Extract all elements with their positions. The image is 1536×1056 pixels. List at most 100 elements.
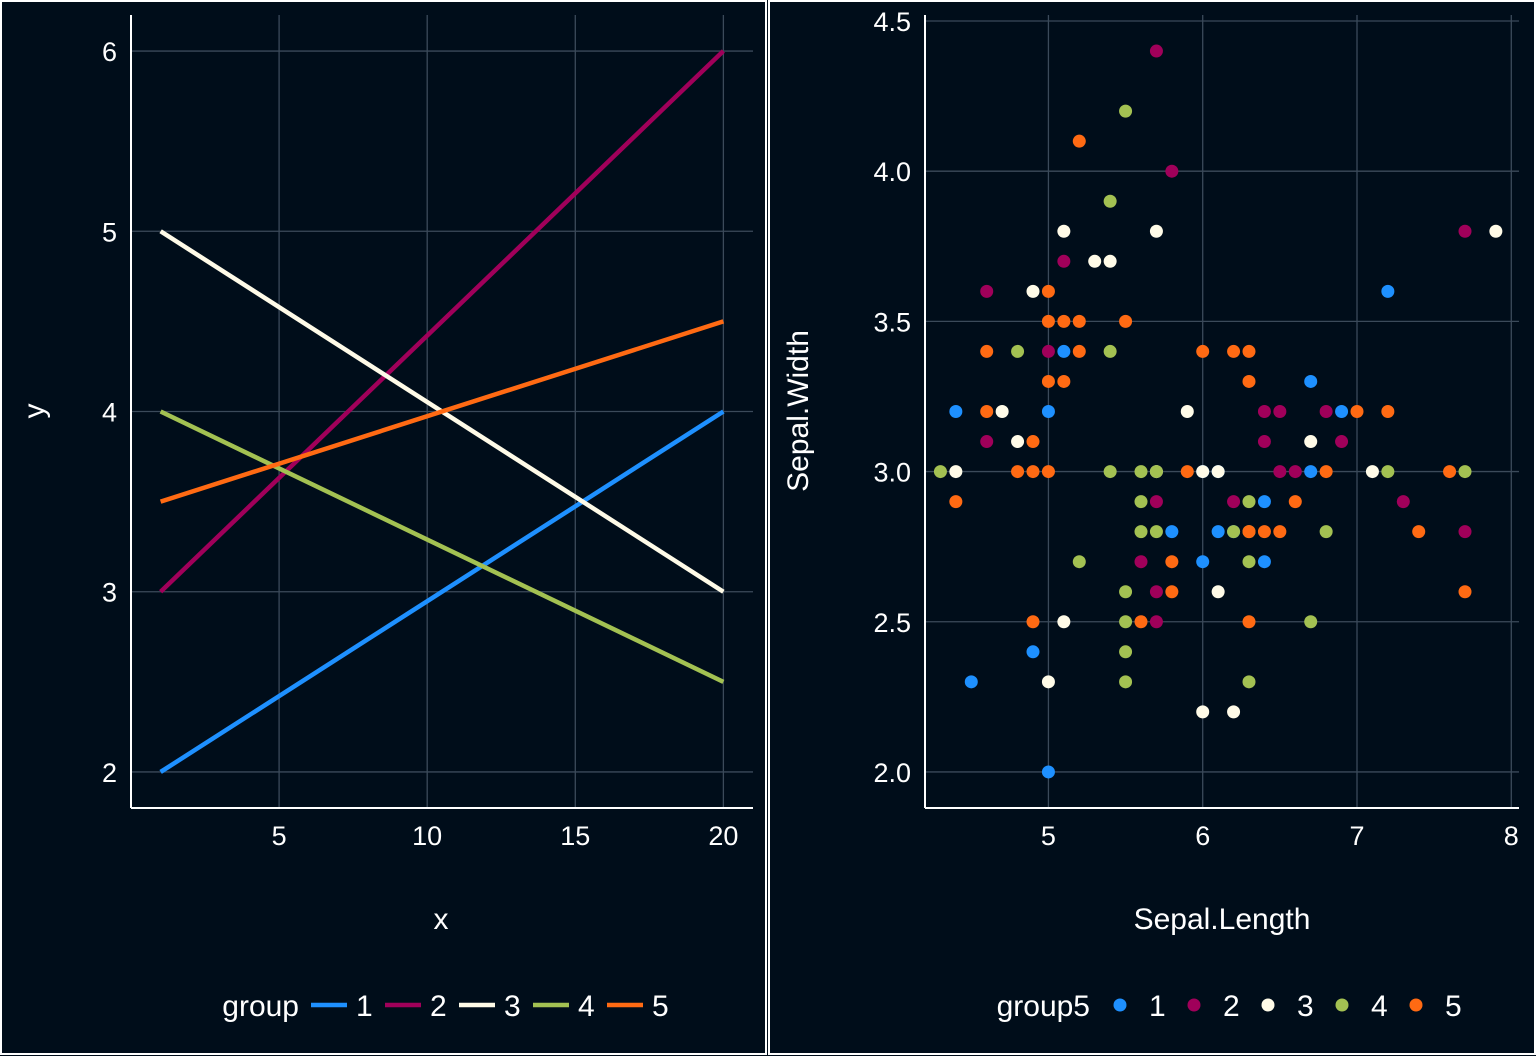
scatter-legend-label-5: 5 (1445, 990, 1462, 1023)
line-x-tick-label: 5 (272, 821, 287, 851)
scatter-chart-legend: group5 1 2 3 4 5 (997, 990, 1462, 1023)
scatter-point-group-5 (1026, 465, 1040, 479)
scatter-point-group-1 (964, 675, 978, 689)
scatter-point-group-1 (1381, 284, 1395, 298)
scatter-point-group-1 (1335, 405, 1349, 418)
scatter-point-group-5 (1350, 405, 1364, 418)
scatter-point-group-5 (1134, 615, 1148, 629)
scatter-legend-key-5 (1409, 998, 1423, 1012)
line-y-tick-label: 6 (102, 37, 117, 67)
scatter-point-group-4 (1319, 525, 1333, 539)
scatter-point-group-1 (1304, 465, 1318, 479)
scatter-point-group-5 (1443, 465, 1457, 479)
scatter-y-axis-title: Sepal.Width (782, 330, 815, 492)
scatter-point-group-2 (1458, 224, 1472, 238)
line-y-tick-label: 3 (102, 578, 117, 608)
scatter-point-group-5 (1165, 585, 1179, 599)
scatter-point-group-5 (1057, 314, 1071, 328)
scatter-point-group-1 (1165, 525, 1179, 539)
scatter-point-group-3 (1026, 284, 1040, 298)
scatter-chart-tick-labels: 5 6 7 8 2.0 2.5 3.0 3.5 4.0 4.5 (873, 7, 1518, 851)
scatter-point-group-2 (1149, 495, 1163, 509)
scatter-point-group-5 (1011, 465, 1025, 479)
scatter-point-group-3 (1227, 705, 1241, 719)
scatter-point-group-2 (1273, 465, 1287, 479)
scatter-point-group-4 (1304, 615, 1318, 629)
scatter-point-group-3 (1196, 705, 1210, 719)
scatter-point-group-1 (1257, 555, 1271, 569)
line-chart-tick-labels: 5 10 15 20 2 3 4 5 6 (102, 37, 738, 851)
scatter-point-group-4 (1119, 585, 1133, 599)
line-chart-series (159, 49, 725, 774)
scatter-legend-key-3 (1261, 998, 1275, 1012)
scatter-point-group-1 (1041, 765, 1055, 779)
scatter-point-group-4 (933, 465, 947, 479)
scatter-point-group-5 (949, 495, 963, 509)
scatter-point-group-3 (1057, 224, 1071, 238)
scatter-point-group-3 (1011, 435, 1025, 449)
scatter-point-group-5 (1288, 495, 1302, 509)
scatter-point-group-2 (1134, 555, 1148, 569)
scatter-point-group-4 (1242, 675, 1256, 689)
line-legend-label-5: 5 (652, 990, 669, 1023)
scatter-point-group-4 (1134, 495, 1148, 509)
line-chart-legend: group 1 2 3 4 5 (222, 990, 668, 1023)
scatter-legend-key-1 (1113, 998, 1127, 1012)
line-y-tick-label: 4 (102, 398, 117, 428)
scatter-point-group-4 (1458, 465, 1472, 479)
scatter-point-group-4 (1119, 675, 1133, 689)
scatter-point-group-4 (1103, 465, 1117, 479)
scatter-x-tick-label: 7 (1349, 821, 1364, 851)
line-legend-label-4: 4 (578, 990, 595, 1023)
line-x-axis-title: x (434, 903, 449, 936)
line-series-5 (159, 319, 725, 504)
scatter-x-axis-title: Sepal.Length (1134, 903, 1311, 936)
scatter-chart-axes (924, 15, 1519, 809)
scatter-point-group-4 (1072, 555, 1086, 569)
scatter-point-group-3 (1149, 224, 1163, 238)
scatter-point-group-3 (1041, 675, 1055, 689)
scatter-point-group-5 (1242, 344, 1256, 358)
scatter-point-group-5 (980, 405, 994, 418)
scatter-point-group-4 (1149, 465, 1163, 479)
line-legend-label-1: 1 (356, 990, 373, 1023)
scatter-y-tick-label: 2.5 (873, 608, 911, 638)
line-chart-panel: 5 10 15 20 2 3 4 5 6 x y group 1 2 3 4 5 (0, 0, 767, 1055)
scatter-point-group-3 (995, 405, 1009, 418)
scatter-point-group-5 (1026, 435, 1040, 449)
scatter-legend-label-1: 1 (1149, 990, 1166, 1023)
scatter-point-group-3 (1088, 254, 1102, 268)
scatter-point-group-1 (1041, 405, 1055, 418)
scatter-point-group-5 (1072, 344, 1086, 358)
line-x-tick-label: 20 (708, 821, 738, 851)
scatter-point-group-3 (1196, 465, 1210, 479)
scatter-legend-label-2: 2 (1223, 990, 1240, 1023)
scatter-point-group-1 (1257, 495, 1271, 509)
scatter-y-tick-label: 4.5 (873, 7, 911, 37)
scatter-point-group-2 (1149, 615, 1163, 629)
scatter-point-group-2 (1396, 495, 1410, 509)
line-y-tick-label: 5 (102, 217, 117, 247)
scatter-point-group-2 (1057, 254, 1071, 268)
scatter-point-group-5 (1057, 374, 1071, 388)
scatter-point-group-1 (1026, 645, 1040, 659)
scatter-point-group-2 (980, 435, 994, 449)
scatter-y-tick-label: 4.0 (873, 157, 911, 187)
scatter-point-group-5 (1381, 405, 1395, 418)
scatter-point-group-5 (1196, 344, 1210, 358)
scatter-point-group-5 (1026, 615, 1040, 629)
scatter-panel-border (768, 0, 1536, 1055)
scatter-legend-label-3: 3 (1297, 990, 1314, 1023)
scatter-point-group-2 (1458, 525, 1472, 539)
scatter-point-group-1 (1211, 525, 1225, 539)
scatter-point-group-5 (1180, 465, 1194, 479)
scatter-point-group-1 (949, 405, 963, 418)
scatter-point-group-3 (1103, 254, 1117, 268)
scatter-point-group-2 (1335, 435, 1349, 449)
scatter-point-group-1 (1304, 374, 1318, 388)
scatter-point-group-2 (1257, 435, 1271, 449)
scatter-point-group-2 (1257, 405, 1271, 418)
scatter-chart-panel: 5 6 7 8 2.0 2.5 3.0 3.5 4.0 4.5 Sepal.Length Sepa… (768, 0, 1536, 1055)
line-legend-label-3: 3 (504, 990, 521, 1023)
scatter-point-group-4 (1103, 194, 1117, 208)
